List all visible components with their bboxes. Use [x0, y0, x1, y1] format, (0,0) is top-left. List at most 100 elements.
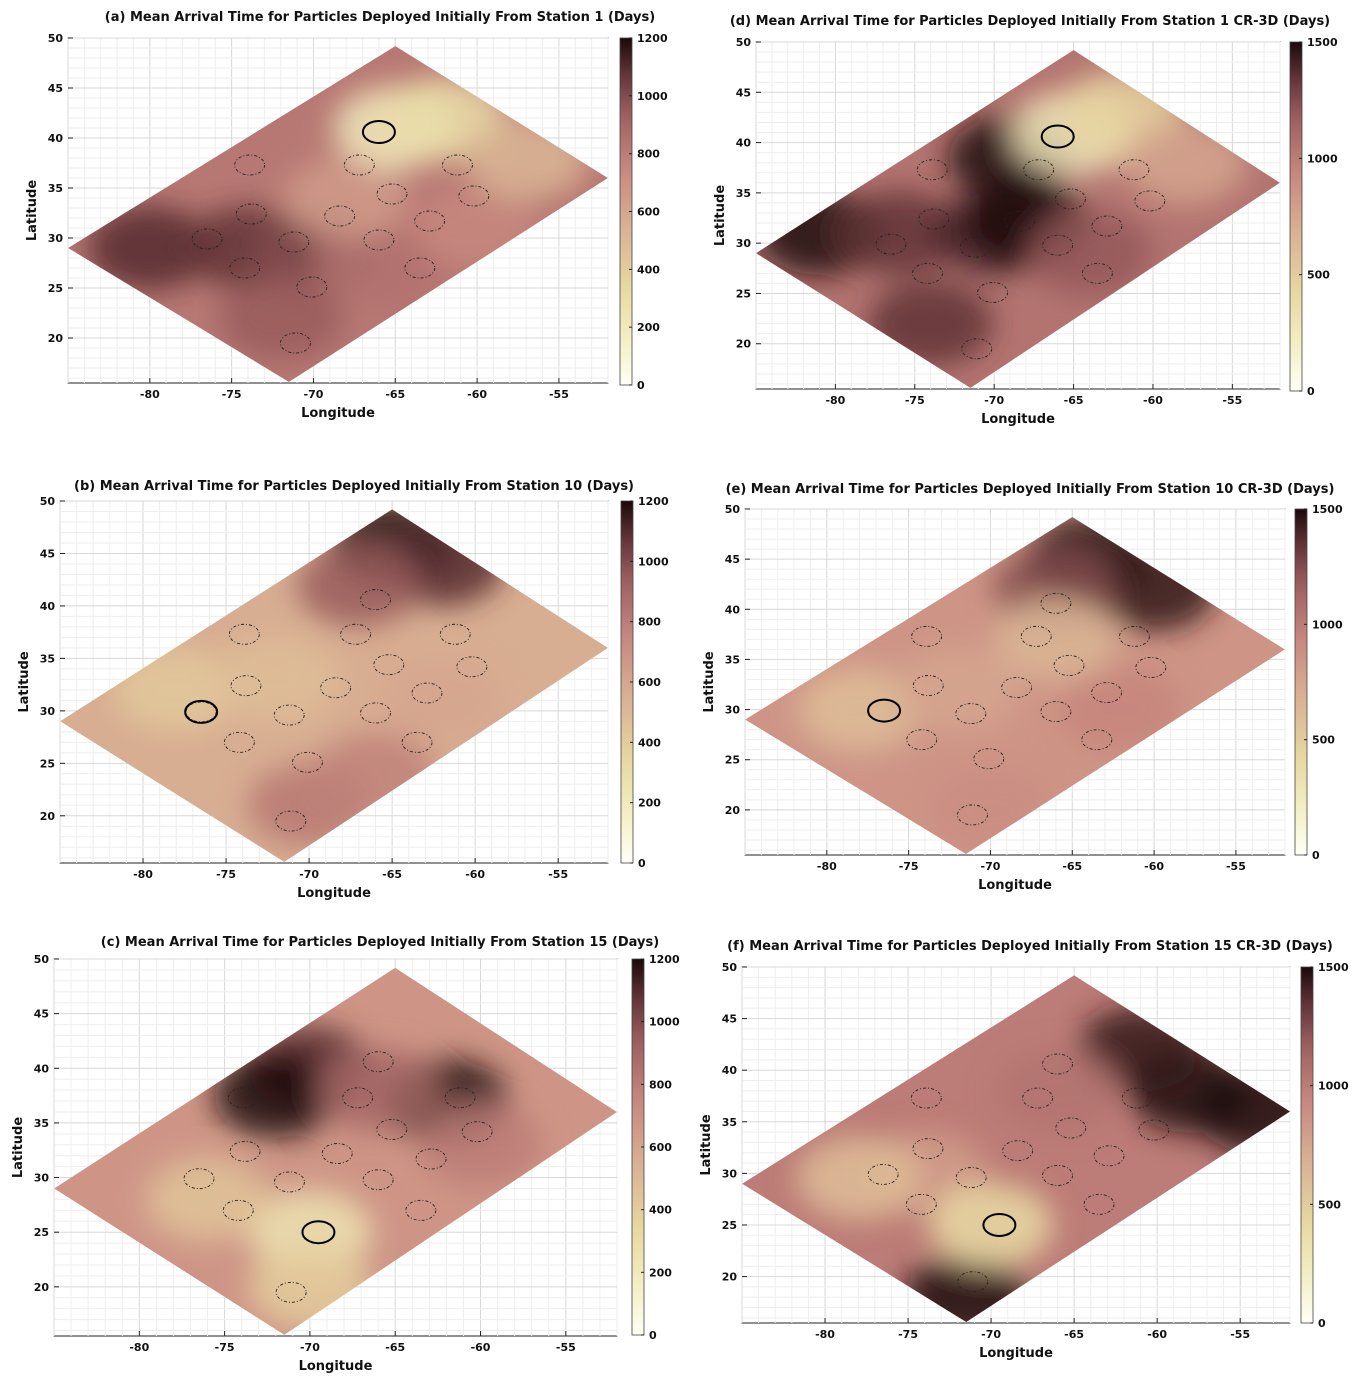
station-marker: [324, 205, 356, 227]
x-tick-label: -55: [549, 388, 569, 401]
station-marker: [273, 1171, 305, 1193]
station-marker: [401, 731, 433, 753]
station-marker: [1081, 262, 1113, 284]
x-tick-label: -70: [981, 860, 1001, 873]
colorbar-tick-label: 0: [649, 1329, 657, 1342]
x-tick-label: -75: [905, 394, 925, 407]
x-axis-label: Longitude: [301, 406, 375, 421]
y-tick-label: 35: [722, 1116, 737, 1129]
panel-title: (d) Mean Arrival Time for Particles Depl…: [730, 14, 1330, 29]
field-blob: [87, 206, 212, 290]
x-tick-label: -55: [1230, 1328, 1250, 1341]
colorbar-tick-label: 1000: [1312, 618, 1343, 631]
release-station-marker: [184, 699, 219, 724]
station-marker: [905, 1193, 937, 1215]
station-marker: [910, 1087, 942, 1109]
y-tick-label: 25: [722, 1219, 737, 1232]
station-marker: [961, 338, 993, 360]
colorbar-tick-label: 600: [638, 676, 661, 689]
x-tick-label: -80: [133, 868, 153, 881]
field-blob: [929, 1182, 1054, 1267]
field-blob: [296, 542, 421, 627]
release-station-marker: [867, 698, 902, 723]
colorbar-tick-label: 400: [638, 736, 661, 749]
y-tick-label: 35: [725, 653, 740, 666]
x-tick-label: -80: [825, 394, 845, 407]
station-marker: [191, 228, 223, 250]
station-marker: [977, 281, 1009, 303]
station-marker: [273, 704, 305, 726]
colorbar-tick-label: 800: [637, 148, 660, 161]
panel-title: (a) Mean Arrival Time for Particles Depl…: [105, 10, 655, 25]
panel-a: (a) Mean Arrival Time for Particles Depl…: [25, 10, 668, 421]
y-tick-label: 50: [34, 953, 50, 966]
station-marker: [321, 1143, 353, 1164]
station-marker: [1042, 1164, 1073, 1186]
x-tick-label: -55: [1222, 394, 1242, 407]
y-tick-label: 50: [725, 503, 741, 516]
y-axis-label: Latitude: [17, 651, 32, 713]
x-tick-label: -65: [1064, 1328, 1084, 1341]
station-marker: [911, 625, 943, 647]
y-tick-label: 40: [722, 1064, 738, 1077]
station-marker: [235, 203, 267, 225]
field-blob: [995, 1048, 1120, 1133]
arrival-time-field: [54, 967, 617, 1335]
station-marker: [1055, 1117, 1087, 1139]
station-marker: [444, 1087, 476, 1109]
x-axis-label: Longitude: [299, 1359, 373, 1373]
x-axis-label: Longitude: [978, 878, 1052, 893]
y-tick-label: 20: [48, 332, 64, 345]
station-marker: [1042, 1053, 1073, 1075]
x-tick-label: -80: [817, 860, 837, 873]
station-marker: [228, 623, 260, 645]
station-marker: [1040, 701, 1072, 723]
field-blob: [993, 597, 1118, 682]
station-marker: [275, 1281, 307, 1303]
colorbar-tick-label: 400: [649, 1204, 672, 1217]
station-marker: [229, 257, 261, 279]
y-tick-label: 25: [725, 754, 740, 767]
y-tick-label: 35: [40, 652, 55, 665]
x-tick-label: -70: [299, 868, 319, 881]
panel-f: (f) Mean Arrival Time for Particles Depl…: [699, 939, 1349, 1361]
y-tick-label: 35: [736, 187, 751, 200]
station-marker: [1054, 188, 1086, 210]
y-tick-label: 50: [722, 961, 738, 974]
x-tick-label: -60: [471, 1341, 491, 1354]
panel-e: (e) Mean Arrival Time for Particles Depl…: [702, 482, 1343, 893]
x-tick-label: -65: [382, 868, 402, 881]
station-marker: [1083, 1193, 1115, 1215]
x-tick-label: -55: [548, 868, 568, 881]
panel-title: (c) Mean Arrival Time for Particles Depl…: [101, 935, 659, 950]
x-tick-label: -60: [467, 388, 487, 401]
station-marker: [1091, 215, 1123, 237]
station-marker: [955, 1167, 987, 1188]
x-tick-label: -70: [981, 1328, 1001, 1341]
y-tick-label: 25: [736, 287, 751, 300]
station-marker: [1002, 1140, 1034, 1162]
y-tick-label: 45: [48, 82, 63, 95]
station-marker: [918, 208, 950, 230]
colorbar-tick-label: 1000: [1318, 1080, 1349, 1093]
station-marker: [360, 702, 391, 724]
station-marker: [912, 1138, 944, 1160]
station-marker: [442, 154, 473, 176]
colorbar-tick-label: 500: [1318, 1198, 1341, 1211]
colorbar-tick-label: 1500: [1307, 36, 1338, 49]
colorbar-tick-label: 600: [649, 1141, 672, 1154]
y-tick-label: 35: [48, 182, 63, 195]
release-station-marker: [301, 1220, 336, 1245]
field-blob: [1027, 211, 1152, 296]
station-marker: [234, 154, 266, 176]
y-tick-label: 45: [34, 1008, 49, 1021]
field-blob: [316, 226, 441, 310]
colorbar-tick-label: 1500: [1318, 961, 1349, 974]
station-marker: [957, 1271, 989, 1293]
station-marker: [411, 682, 443, 704]
station-marker: [229, 1140, 261, 1162]
y-tick-label: 50: [736, 36, 752, 49]
colorbar-tick-label: 1200: [637, 32, 668, 45]
arrival-time-field: [745, 517, 1285, 854]
y-tick-label: 30: [725, 704, 741, 717]
